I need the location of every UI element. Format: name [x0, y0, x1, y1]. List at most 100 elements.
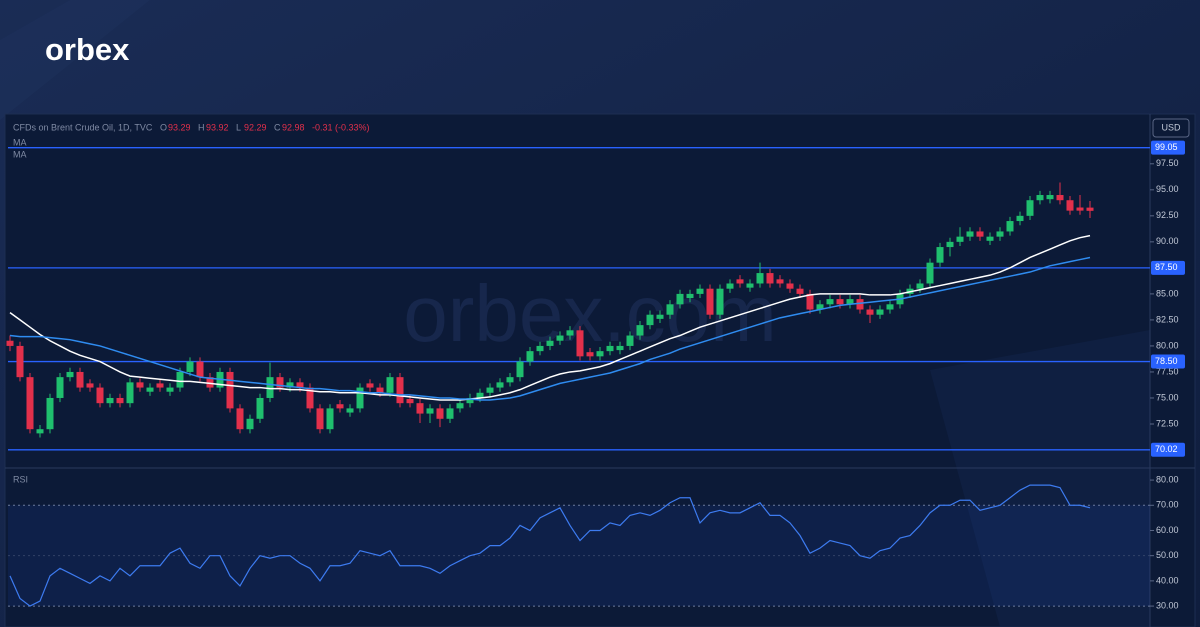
- candle-body: [976, 231, 984, 237]
- y-tick-label: 82.50: [1156, 314, 1179, 324]
- candle-body: [806, 293, 814, 310]
- candle-body: [856, 299, 864, 310]
- y-tick-label: 40.00: [1156, 575, 1179, 585]
- candle-body: [126, 382, 134, 404]
- candle-body: [646, 314, 654, 326]
- candle-body: [436, 408, 444, 419]
- watermark: orbex.com: [403, 269, 776, 358]
- candle-body: [686, 293, 694, 299]
- candle-body: [286, 382, 294, 388]
- y-tick-label: 80.00: [1156, 474, 1179, 484]
- candle-body: [956, 236, 964, 242]
- y-tick-label: 95.00: [1156, 184, 1179, 194]
- candle-body: [1046, 195, 1054, 200]
- candle-body: [256, 397, 264, 419]
- candle-body: [966, 231, 974, 237]
- candle-body: [776, 279, 784, 284]
- indicator-label: RSI: [13, 474, 28, 484]
- candle-body: [546, 340, 554, 346]
- candle-body: [446, 408, 454, 419]
- candle-body: [386, 377, 394, 393]
- candle-body: [306, 387, 314, 409]
- currency-box[interactable]: [1152, 118, 1190, 138]
- candle-body: [936, 247, 944, 263]
- candle-body: [916, 283, 924, 289]
- candle-body: [616, 345, 624, 351]
- candle-body: [76, 371, 84, 388]
- candle-body: [796, 288, 804, 294]
- candle-body: [1026, 200, 1034, 216]
- candle-body: [926, 262, 934, 284]
- candle-body: [406, 399, 414, 404]
- ohlc-value: 93.92: [206, 122, 229, 132]
- legend-entry: MA: [13, 149, 27, 159]
- candle-body: [326, 408, 334, 430]
- candle-body: [56, 377, 64, 398]
- ohlc-prefix: H: [198, 122, 205, 132]
- candle-body: [716, 288, 724, 315]
- candle-body: [86, 383, 94, 388]
- candle-body: [166, 387, 174, 392]
- ma-line: [9, 256, 1091, 401]
- ohlc-value: 93.29: [168, 122, 191, 132]
- candle-body: [66, 371, 74, 378]
- candle-body: [196, 361, 204, 378]
- candle-body: [416, 403, 424, 414]
- candle-body: [586, 352, 594, 357]
- candle-body: [226, 371, 234, 409]
- y-tick-label: 85.00: [1156, 288, 1179, 298]
- chart-title: CFDs on Brent Crude Oil, 1D, TVC: [13, 122, 153, 132]
- candle-body: [636, 325, 644, 336]
- candle-body: [786, 283, 794, 289]
- candle-body: [336, 404, 344, 409]
- candle-body: [366, 383, 374, 388]
- candle-body: [1006, 221, 1014, 232]
- candle-body: [316, 408, 324, 430]
- candle-body: [46, 397, 54, 430]
- candle-body: [846, 299, 854, 305]
- candle-body: [996, 231, 1004, 237]
- level-label-box: [1151, 354, 1185, 369]
- y-tick-label: 75.00: [1156, 392, 1179, 402]
- candle-body: [276, 377, 284, 388]
- candle-body: [486, 387, 494, 393]
- candle-body: [1066, 200, 1074, 211]
- ma-line: [9, 234, 1091, 401]
- candle-body: [426, 408, 434, 414]
- candle-body: [186, 361, 194, 372]
- candle-body: [566, 330, 574, 336]
- y-tick-label: 77.50: [1156, 366, 1179, 376]
- candle-body: [516, 361, 524, 378]
- candle-body: [726, 283, 734, 289]
- y-tick-label: 60.00: [1156, 525, 1179, 535]
- candle-body: [576, 330, 584, 357]
- candle-body: [466, 397, 474, 404]
- level-label: 99.05: [1155, 142, 1178, 152]
- candle-body: [736, 279, 744, 284]
- candle-body: [236, 408, 244, 430]
- candle-body: [1076, 207, 1084, 211]
- level-label-box: [1151, 442, 1185, 457]
- candle-body: [476, 392, 484, 398]
- candle-body: [296, 382, 304, 388]
- candle-body: [376, 387, 384, 393]
- decoration: [0, 0, 150, 120]
- level-label: 87.50: [1155, 262, 1178, 272]
- y-tick-label: 80.00: [1156, 340, 1179, 350]
- candle-body: [176, 371, 184, 388]
- y-tick-label: 97.50: [1156, 158, 1179, 168]
- level-label: 70.02: [1155, 444, 1178, 454]
- candle-body: [886, 304, 894, 310]
- ohlc-prefix: C: [274, 122, 281, 132]
- level-label-box: [1151, 140, 1185, 155]
- candle-body: [836, 299, 844, 305]
- decoration: [930, 330, 1150, 627]
- candle-body: [746, 283, 754, 288]
- candle-body: [396, 377, 404, 404]
- candle-body: [676, 293, 684, 305]
- candle-body: [506, 377, 514, 383]
- ohlc-header: O 93.29 H 93.92 L 92.29 C 92.98 -0.31 (-0.33%): [160, 122, 370, 132]
- change: -0.31 (-0.33%): [312, 122, 370, 132]
